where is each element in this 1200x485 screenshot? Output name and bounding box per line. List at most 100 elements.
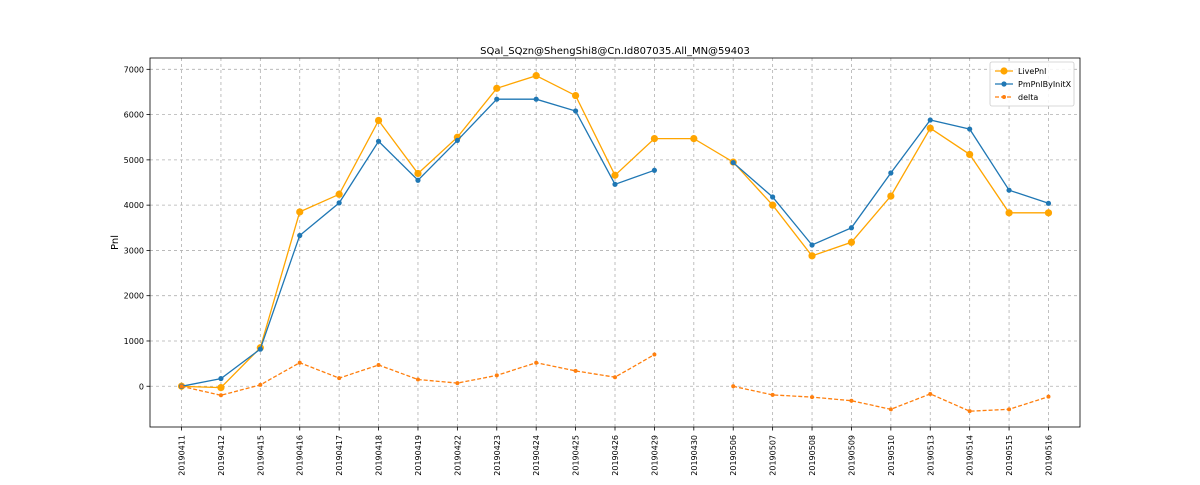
legend-label: delta [1018,93,1038,102]
y-tick-label: 3000 [124,246,144,255]
data-point [1007,407,1012,412]
grid [150,58,1080,427]
data-point [887,192,895,200]
legend-box [989,61,1075,107]
y-tick-label: 7000 [124,65,144,74]
data-point [847,238,856,246]
data-point [1045,200,1052,206]
data-point [967,126,973,132]
x-tick-label: 20190411 [178,435,187,476]
data-point [415,177,421,183]
data-point [573,368,578,373]
data-point [414,169,422,178]
x-tick-label: 20190426 [611,435,620,476]
data-point [651,167,658,173]
x-tick-label: 20190515 [1005,435,1014,476]
x-tick-label: 20190423 [493,435,502,476]
data-point [534,360,539,365]
data-point [967,409,972,414]
axes: 0 1000 2000 3000 4000 5000 6000 7000 20190411 201… [124,57,1081,476]
data-point [613,375,617,380]
data-point [257,346,263,352]
data-point [928,391,933,396]
x-tick-label: 20190419 [414,435,423,476]
data-point [454,137,460,144]
x-tick-label: 20190424 [532,435,541,476]
x-tick-label: 20190516 [1044,435,1053,476]
data-point [966,150,974,159]
data-point [730,159,736,166]
data-point [888,170,894,176]
y-axis-label: Pnl [110,235,121,250]
data-point [179,384,184,389]
data-point [218,375,224,382]
data-point [532,72,540,80]
x-tick-label: 20190507 [769,435,778,476]
data-point [494,96,500,102]
chart-title: SQal_SQzn@ShengShi8@Cn.Id807035.All_MN@5… [480,46,750,57]
data-point [690,134,698,143]
data-point [572,108,579,114]
data-point [770,194,776,200]
x-tick-label: 20190510 [887,435,896,476]
legend-label: PmPnlByInitX [1018,80,1072,89]
data-point [809,242,815,248]
data-point [415,377,420,382]
series-group [177,72,1053,414]
data-point [376,362,381,367]
data-point [571,91,580,100]
y-tick-label: 0 [139,382,144,391]
data-point [927,117,933,123]
x-tick-label: 20190508 [808,435,817,476]
x-tick-label: 20190417 [335,435,344,476]
legend-marker [1000,67,1008,75]
data-point [611,171,619,179]
data-point [810,395,815,400]
legend: LivePnl PmPnlByInitX delta [989,61,1075,107]
x-tick-label: 20190418 [375,435,384,476]
data-point [494,373,499,378]
x-tick-label: 20190416 [296,435,305,476]
x-tick-label: 20190509 [847,435,856,476]
legend-label: LivePnl [1018,67,1046,76]
data-point [926,124,934,132]
data-point [731,384,736,389]
data-point [1046,394,1051,399]
legend-marker [1001,81,1007,87]
y-tick-label: 6000 [124,111,144,120]
data-point [258,382,263,387]
data-point [337,376,342,381]
data-point [848,225,855,231]
data-point [612,181,618,187]
x-tick-label: 20190429 [650,435,659,476]
series-delta [179,352,1051,414]
data-point [455,381,460,386]
data-point [650,134,659,143]
data-point [374,116,383,125]
y-tick-label: 5000 [124,156,144,165]
data-point [769,201,777,209]
data-point [533,96,539,102]
data-point [218,393,223,398]
data-point [1005,209,1013,217]
data-point [888,407,893,412]
data-point [1044,209,1053,217]
data-point [1006,187,1012,193]
data-point [297,232,303,239]
y-tick-label: 1000 [124,337,144,346]
data-point [770,392,775,397]
data-point [375,138,382,144]
x-tick-label: 20190430 [690,435,699,476]
series-PmPnlByInitX [178,96,1052,389]
x-tick-label: 20190412 [217,435,226,476]
x-tick-label: 20190415 [256,435,265,476]
data-point [297,360,302,365]
data-point [652,352,657,357]
data-point [808,252,816,260]
x-tick-label: 20190506 [729,435,738,476]
data-point [217,384,225,392]
y-tick-label: 2000 [124,292,144,301]
data-point [335,190,343,198]
